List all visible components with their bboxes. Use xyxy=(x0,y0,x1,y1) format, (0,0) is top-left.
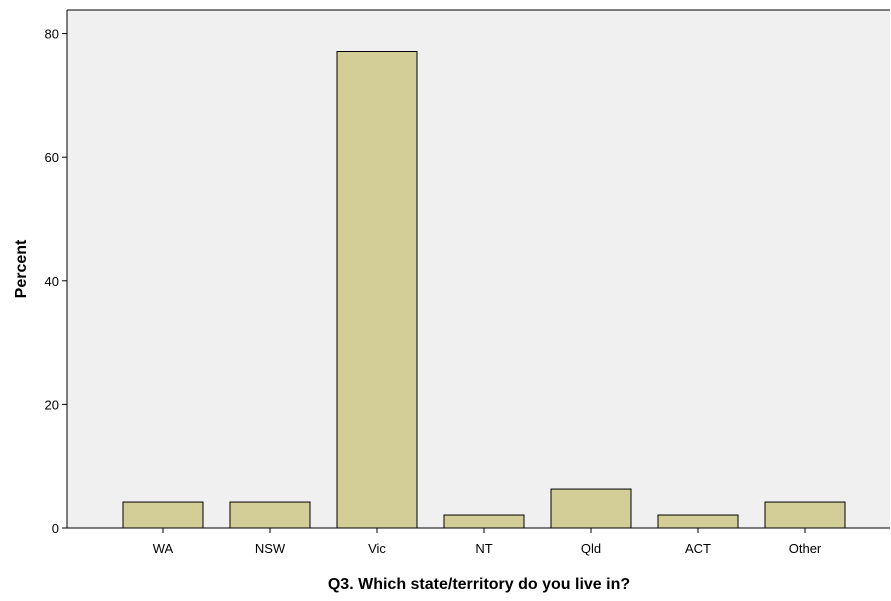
x-tick-label: Vic xyxy=(368,541,386,556)
x-tick-label: Other xyxy=(789,541,822,556)
bar-vic xyxy=(336,51,418,529)
x-tick-label: NT xyxy=(475,541,492,556)
bars-group xyxy=(122,51,846,529)
y-tick-label: 20 xyxy=(45,397,59,412)
plot-area xyxy=(67,10,890,528)
y-ticks-group: 0 20 40 60 80 xyxy=(45,27,67,536)
x-tick-label: ACT xyxy=(685,541,711,556)
x-ticks-group: WA NSW Vic NT Qld ACT Other xyxy=(153,528,822,556)
y-tick-label: 0 xyxy=(52,521,59,536)
x-axis-title: Q3. Which state/territory do you live in… xyxy=(328,576,630,593)
x-tick-label: NSW xyxy=(255,541,286,556)
bar-wa xyxy=(122,501,204,529)
bar-nt xyxy=(443,514,525,529)
y-tick-label: 60 xyxy=(45,150,59,165)
bar-nsw xyxy=(229,501,311,529)
x-tick-label: WA xyxy=(153,541,174,556)
x-tick-label: Qld xyxy=(581,541,601,556)
bar-act xyxy=(657,514,739,529)
bar-other xyxy=(764,501,846,529)
y-tick-label: 40 xyxy=(45,274,59,289)
bar-qld xyxy=(550,488,632,529)
y-tick-label: 80 xyxy=(45,27,59,42)
y-axis-title: Percent xyxy=(13,239,30,298)
